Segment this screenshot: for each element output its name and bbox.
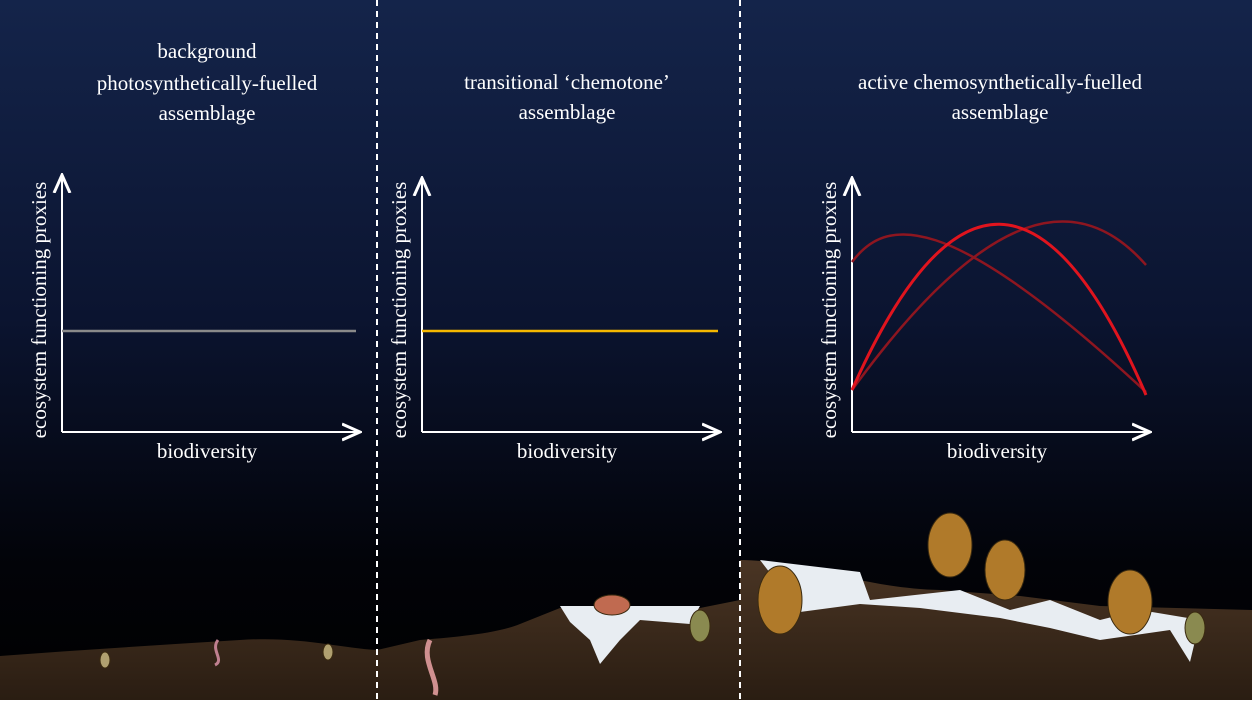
- panel-title: active chemosynthetically-fuelled: [858, 70, 1142, 94]
- panel-title: assemblage: [519, 100, 616, 124]
- relationship-curve: [850, 220, 1147, 391]
- bacterial-mat: [760, 560, 1200, 662]
- snail: [99, 651, 111, 669]
- y-axis-label: ecosystem functioning proxies: [387, 182, 411, 439]
- worm: [593, 594, 631, 616]
- panel-title: assemblage: [952, 100, 1049, 124]
- bacterial-mat: [560, 606, 700, 664]
- panel-title: photosynthetically-fuelled: [97, 71, 318, 95]
- panel-title: assemblage: [159, 101, 256, 125]
- relationship-curve: [851, 233, 1147, 393]
- worm: [214, 639, 221, 667]
- relationship-curve: [850, 222, 1148, 396]
- worm: [424, 638, 439, 696]
- mussel: [1107, 569, 1153, 635]
- fauna: [99, 512, 1206, 696]
- mussel: [984, 539, 1026, 601]
- y-axis-label: ecosystem functioning proxies: [27, 182, 51, 439]
- y-axis-label: ecosystem functioning proxies: [817, 182, 841, 439]
- x-axis-label: biodiversity: [157, 439, 258, 463]
- snail: [322, 643, 334, 661]
- bottom-border: [0, 700, 1252, 706]
- x-axis-label: biodiversity: [517, 439, 618, 463]
- panel-title: background: [157, 39, 257, 63]
- snail: [1184, 611, 1206, 645]
- x-axis-label: biodiversity: [947, 439, 1048, 463]
- mussel: [927, 512, 973, 578]
- panel-title: transitional ‘chemotone’: [464, 70, 670, 94]
- snail: [689, 609, 711, 643]
- mussel: [757, 565, 803, 635]
